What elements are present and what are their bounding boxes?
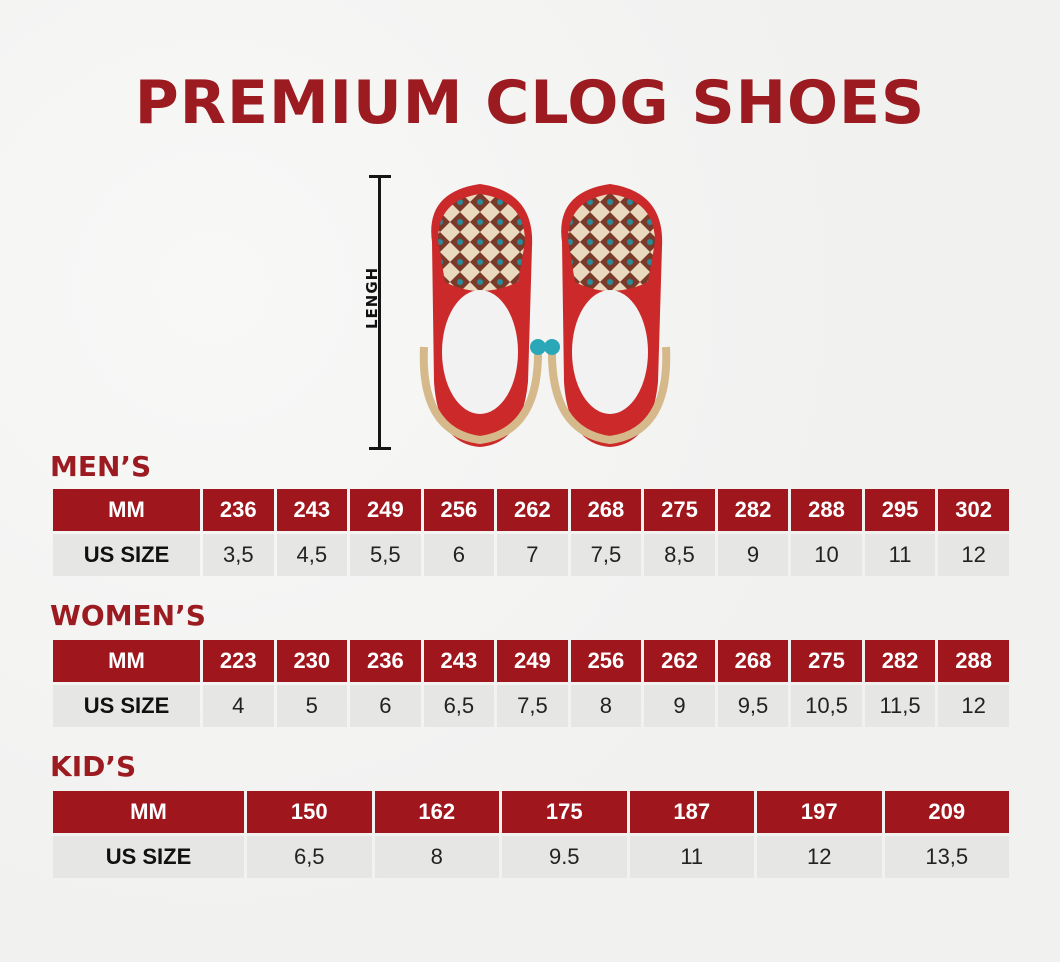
us-cell: 9.5 — [502, 836, 627, 878]
us-cell: 12 — [938, 534, 1009, 576]
mm-cell: 197 — [757, 791, 882, 833]
mm-cell: 282 — [864, 640, 936, 682]
us-cell: 4,5 — [276, 534, 348, 576]
us-size-header: US SIZE — [53, 836, 244, 878]
mm-cell: 249 — [350, 489, 421, 531]
mm-cell: 150 — [247, 791, 372, 833]
mm-cell: 236 — [350, 640, 421, 682]
mm-cell: 249 — [497, 640, 568, 682]
us-cell: 13,5 — [884, 836, 1009, 878]
mm-cell: 262 — [644, 640, 715, 682]
mm-cell: 236 — [203, 489, 274, 531]
length-label: LENGH — [363, 266, 381, 329]
mm-cell: 175 — [502, 791, 627, 833]
us-cell: 9 — [717, 534, 789, 576]
us-cell: 5 — [276, 685, 348, 727]
mm-cell: 295 — [864, 489, 936, 531]
us-cell: 12 — [757, 836, 882, 878]
us-cell: 7,5 — [497, 685, 568, 727]
mm-cell: 275 — [791, 640, 862, 682]
mm-header: MM — [53, 489, 200, 531]
length-dimension-cap-top — [369, 175, 391, 178]
womens-us-row: US SIZE 4 5 6 6,5 7,5 8 9 9,5 10,5 11,5 … — [53, 685, 1009, 727]
mm-cell: 209 — [884, 791, 1009, 833]
mm-cell: 282 — [717, 489, 789, 531]
us-cell: 6,5 — [423, 685, 495, 727]
mm-cell: 288 — [938, 640, 1009, 682]
mm-cell: 288 — [791, 489, 862, 531]
mm-cell: 302 — [938, 489, 1009, 531]
womens-mm-row: MM 223 230 236 243 249 256 262 268 275 2… — [53, 640, 1009, 682]
us-cell: 8,5 — [644, 534, 715, 576]
us-cell: 6,5 — [247, 836, 372, 878]
mens-section-title: MEN’S — [50, 450, 152, 483]
clog-shoes-image — [419, 184, 671, 447]
us-cell: 3,5 — [203, 534, 274, 576]
kids-size-table: MM 150 162 175 187 197 209 US SIZE 6,5 8… — [50, 788, 1012, 881]
us-cell: 9 — [644, 685, 715, 727]
mm-cell: 187 — [629, 791, 754, 833]
us-cell: 5,5 — [350, 534, 421, 576]
mm-header: MM — [53, 640, 200, 682]
kids-mm-row: MM 150 162 175 187 197 209 — [53, 791, 1009, 833]
us-cell: 7 — [497, 534, 568, 576]
mens-size-table: MM 236 243 249 256 262 268 275 282 288 2… — [50, 486, 1012, 579]
us-cell: 12 — [938, 685, 1009, 727]
length-dimension-cap-bottom — [369, 447, 391, 450]
us-cell: 6 — [423, 534, 495, 576]
length-dimension-line — [378, 177, 381, 449]
mm-header: MM — [53, 791, 244, 833]
mm-cell: 262 — [497, 489, 568, 531]
mm-cell: 230 — [276, 640, 348, 682]
us-size-header: US SIZE — [53, 685, 200, 727]
mm-cell: 223 — [203, 640, 274, 682]
us-cell: 11,5 — [864, 685, 936, 727]
mm-cell: 256 — [570, 640, 642, 682]
us-cell: 7,5 — [570, 534, 642, 576]
womens-size-table: MM 223 230 236 243 249 256 262 268 275 2… — [50, 637, 1012, 730]
us-cell: 11 — [629, 836, 754, 878]
us-size-header: US SIZE — [53, 534, 200, 576]
mens-us-row: US SIZE 3,5 4,5 5,5 6 7 7,5 8,5 9 10 11 … — [53, 534, 1009, 576]
right-clog — [544, 184, 671, 447]
page-title: PREMIUM CLOG SHOES — [134, 68, 926, 138]
mm-cell: 256 — [423, 489, 495, 531]
us-cell: 6 — [350, 685, 421, 727]
us-cell: 8 — [570, 685, 642, 727]
mm-cell: 268 — [717, 640, 789, 682]
us-cell: 4 — [203, 685, 274, 727]
us-cell: 9,5 — [717, 685, 789, 727]
mm-cell: 275 — [644, 489, 715, 531]
us-cell: 10 — [791, 534, 862, 576]
womens-section-title: WOMEN’S — [50, 599, 206, 632]
us-cell: 8 — [374, 836, 499, 878]
mm-cell: 243 — [423, 640, 495, 682]
us-cell: 10,5 — [791, 685, 862, 727]
us-cell: 11 — [864, 534, 936, 576]
kids-section-title: KID’S — [50, 750, 137, 783]
mm-cell: 268 — [570, 489, 642, 531]
mm-cell: 243 — [276, 489, 348, 531]
mm-cell: 162 — [374, 791, 499, 833]
mens-mm-row: MM 236 243 249 256 262 268 275 282 288 2… — [53, 489, 1009, 531]
left-clog — [419, 184, 546, 447]
kids-us-row: US SIZE 6,5 8 9.5 11 12 13,5 — [53, 836, 1009, 878]
